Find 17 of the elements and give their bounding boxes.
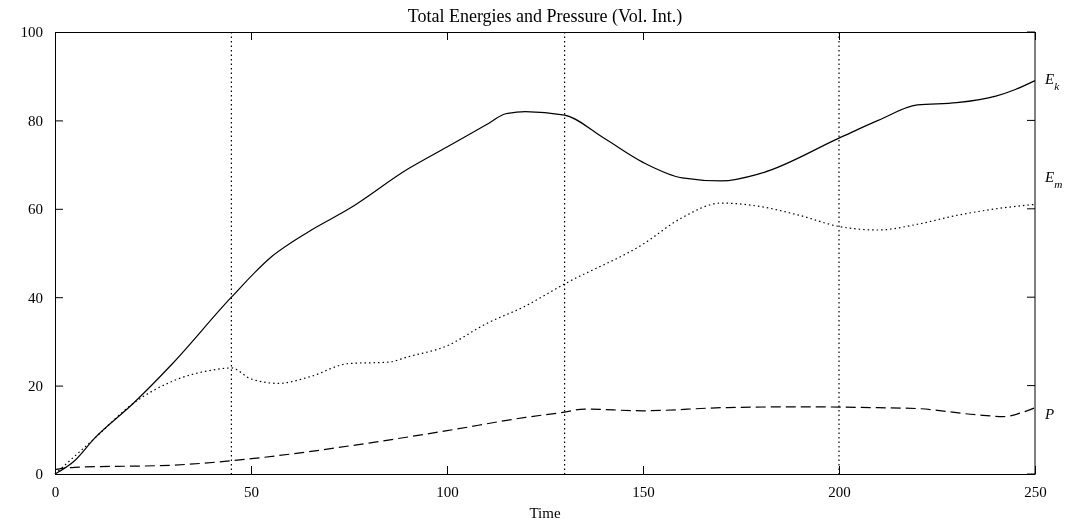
y-tick-label: 20 bbox=[28, 377, 43, 394]
x-tick-label: 0 bbox=[51, 483, 60, 500]
y-tick-label: 100 bbox=[20, 24, 43, 41]
y-tick-label: 60 bbox=[28, 201, 43, 218]
series-label: E$_{k}$ bbox=[1044, 71, 1061, 92]
x-tick-label: 100 bbox=[436, 483, 459, 500]
x-tick-label: 250 bbox=[1024, 483, 1047, 500]
y-tick-label: 0 bbox=[35, 466, 43, 483]
series-label: E$_{m}$ bbox=[1044, 169, 1063, 190]
y-tick-label: 40 bbox=[28, 289, 43, 306]
x-tick-label: 200 bbox=[828, 483, 851, 500]
series-label: P bbox=[1044, 406, 1055, 423]
y-tick-label: 80 bbox=[28, 112, 43, 129]
x-tick-label: 50 bbox=[244, 483, 259, 500]
chart-title: Total Energies and Pressure (Vol. Int.) bbox=[407, 6, 683, 27]
x-tick-label: 150 bbox=[632, 483, 655, 500]
x-axis-title: Time bbox=[529, 505, 561, 521]
